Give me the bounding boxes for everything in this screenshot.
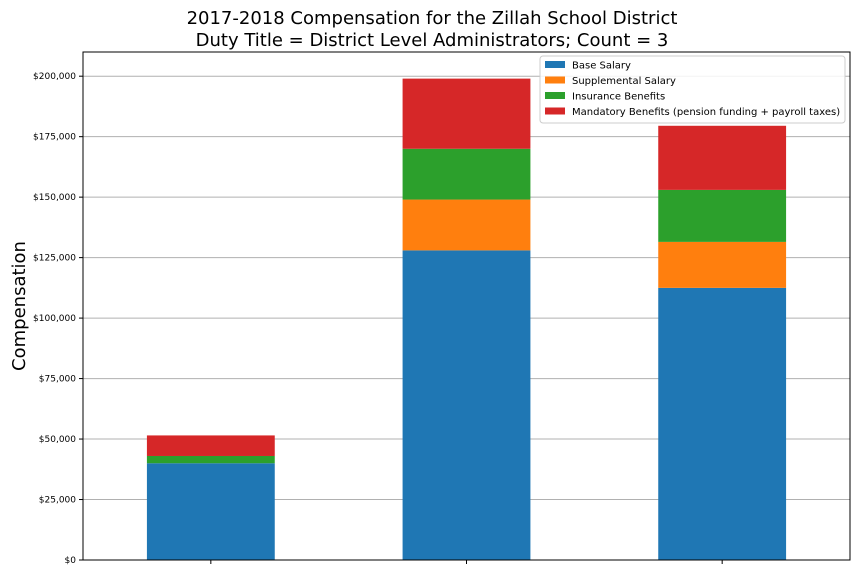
- bar-segment: [402, 148, 531, 200]
- legend-entry: Insurance Benefits: [572, 92, 665, 103]
- legend-swatch: [545, 107, 565, 115]
- bar-segment: [402, 78, 531, 149]
- chart-title-line-1: 2017-2018 Compensation for the Zillah Sc…: [186, 8, 678, 29]
- y-tick-label: $125,000: [33, 254, 76, 264]
- y-tick-label: $50,000: [39, 435, 76, 445]
- y-axis-label: Compensation: [9, 241, 30, 371]
- y-tick-label: $0: [65, 556, 77, 566]
- y-tick-label: $200,000: [33, 72, 76, 82]
- legend-entry: Base Salary: [572, 61, 631, 72]
- legend-entry: Supplemental Salary: [572, 76, 676, 87]
- bar-segment: [402, 250, 531, 560]
- y-tick-label: $175,000: [33, 133, 76, 143]
- legend-entry: Mandatory Benefits (pension funding + pa…: [572, 107, 840, 118]
- legend-box: [539, 55, 846, 124]
- y-tick-label: $100,000: [33, 314, 76, 324]
- bar-segment: [146, 463, 275, 560]
- bar-segment: [402, 199, 531, 251]
- bar-segment: [146, 435, 275, 456]
- bar-segment: [658, 287, 787, 560]
- bar-segment: [658, 125, 787, 190]
- legend: Base Salary Supplemental Salary Insurance …: [539, 55, 846, 124]
- bar-segment: [658, 241, 787, 288]
- chart-title-line-2: Duty Title = District Level Administrato…: [195, 30, 669, 51]
- y-tick-label: $150,000: [33, 193, 76, 203]
- bar-segment: [658, 189, 787, 242]
- bar-segment: [146, 455, 275, 464]
- legend-swatch: [545, 92, 565, 99]
- bars: [146, 78, 787, 560]
- y-tick-label: $25,000: [39, 496, 76, 506]
- axes: $0 $25,000 $50,000 $75,000 $100,000 $125,000 $…: [33, 72, 723, 566]
- legend-swatch: [545, 61, 565, 68]
- y-tick-label: $75,000: [39, 375, 76, 385]
- legend-swatch: [545, 76, 565, 84]
